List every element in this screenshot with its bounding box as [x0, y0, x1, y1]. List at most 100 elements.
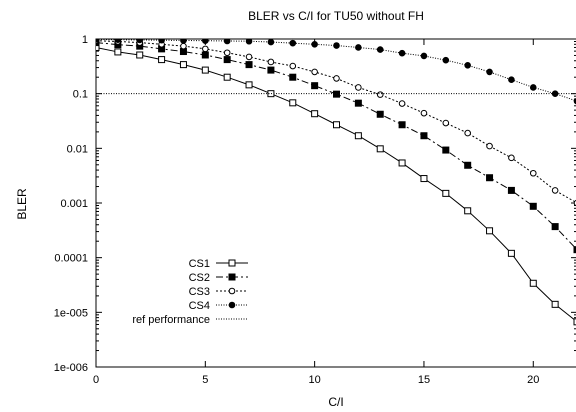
data-point	[551, 187, 559, 194]
legend: CS1 CS2 CS3 CS4 ref performance	[132, 258, 248, 326]
data-point	[158, 56, 166, 64]
data-point	[573, 318, 576, 326]
data-point	[508, 76, 515, 84]
y-tick-label: 1e-006	[54, 362, 88, 374]
data-point	[442, 56, 450, 64]
data-point	[420, 52, 428, 60]
data-point	[311, 82, 319, 90]
y-tick-label: 0.01	[67, 143, 88, 155]
data-point	[573, 246, 576, 254]
legend-label: CS3	[189, 286, 210, 298]
series-line	[96, 42, 576, 250]
data-point	[228, 287, 236, 295]
data-point	[420, 109, 428, 117]
data-point	[354, 132, 362, 140]
data-point	[289, 73, 297, 81]
y-tick-label: 1	[82, 34, 88, 46]
data-point	[551, 90, 559, 97]
data-point	[202, 45, 209, 53]
series-0	[96, 43, 576, 326]
data-point	[442, 189, 450, 197]
x-tick-label: 10	[309, 374, 321, 386]
data-point	[551, 300, 559, 308]
y-tick-label: 0.0001	[54, 253, 88, 265]
data-point	[529, 169, 537, 177]
legend-label: CS4	[189, 300, 210, 312]
data-point	[289, 99, 297, 107]
data-point	[245, 81, 253, 89]
chart-title: BLER vs C/I for TU50 without FH	[248, 9, 424, 23]
data-point	[289, 39, 297, 47]
data-point	[376, 46, 384, 53]
data-point	[245, 39, 253, 45]
data-point	[96, 43, 100, 51]
data-point	[114, 39, 122, 44]
data-point	[376, 110, 384, 118]
series-2	[96, 39, 576, 207]
data-point	[398, 121, 406, 129]
data-point	[96, 39, 100, 43]
data-point	[464, 62, 471, 69]
data-point	[486, 142, 493, 150]
data-point	[202, 39, 209, 45]
series-1	[96, 39, 576, 254]
data-point	[333, 121, 340, 129]
data-point	[179, 61, 187, 69]
data-point	[354, 99, 362, 107]
data-point	[228, 273, 236, 281]
y-tick-label: 0.1	[73, 89, 88, 101]
data-point	[355, 44, 362, 51]
y-tick-label: 1e-005	[54, 307, 88, 319]
data-point	[398, 100, 406, 107]
data-point	[464, 161, 472, 169]
data-point	[398, 159, 406, 167]
data-point	[223, 39, 231, 45]
data-point	[464, 129, 471, 137]
data-point	[486, 174, 494, 182]
data-point	[442, 146, 450, 154]
data-point	[201, 66, 209, 74]
x-tick-label: 20	[527, 374, 539, 386]
y-tick-label: 0.001	[60, 198, 88, 210]
data-point	[529, 84, 537, 91]
x-axis-ticks: 0 5 10 15 20	[93, 39, 539, 386]
data-point	[355, 84, 362, 91]
data-point	[311, 68, 318, 76]
data-point	[267, 66, 275, 74]
data-point	[507, 186, 515, 194]
data-point	[398, 49, 406, 57]
legend-label: CS2	[189, 272, 210, 284]
data-point	[228, 259, 236, 267]
data-point	[158, 39, 165, 44]
data-point	[420, 132, 428, 140]
y-axis-label: BLER	[15, 188, 29, 220]
series-line	[96, 46, 576, 322]
data-point	[464, 207, 472, 215]
data-point	[508, 154, 515, 162]
data-point	[267, 58, 275, 66]
x-axis-label: C/I	[328, 395, 343, 409]
data-point	[442, 119, 450, 127]
series-layer	[96, 39, 576, 326]
x-tick-label: 15	[418, 374, 430, 386]
data-point	[376, 91, 384, 98]
data-point	[529, 279, 537, 287]
data-point	[245, 61, 253, 69]
data-point	[311, 110, 319, 118]
legend-label: ref performance	[132, 314, 210, 326]
data-point	[333, 75, 340, 82]
data-point	[180, 42, 187, 50]
data-point	[420, 175, 428, 183]
legend-label: CS1	[189, 258, 210, 270]
data-point	[551, 223, 559, 231]
data-point	[223, 49, 231, 57]
x-tick-label: 5	[202, 374, 208, 386]
series-3	[96, 39, 576, 105]
data-point	[223, 73, 231, 81]
data-point	[201, 51, 209, 59]
data-point	[486, 227, 494, 235]
data-point	[245, 53, 253, 61]
x-tick-label: 0	[93, 374, 99, 386]
data-point	[376, 145, 384, 153]
